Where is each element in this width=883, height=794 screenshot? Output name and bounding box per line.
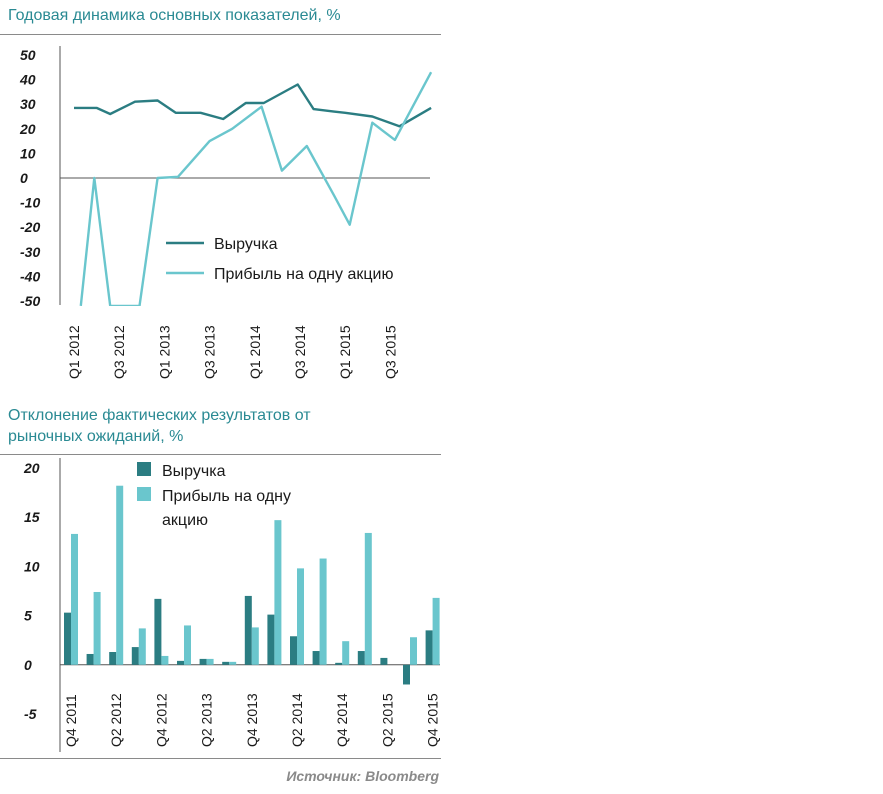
revenue-bar <box>380 657 388 665</box>
revenue-bar <box>86 653 94 665</box>
revenue-bar <box>335 662 343 665</box>
legend-label: Выручка <box>214 236 278 253</box>
x-tick-label: Q4 2013 <box>244 693 260 747</box>
y-tick-label: 10 <box>20 145 36 161</box>
eps-bar <box>206 658 214 665</box>
x-tick-label: Q2 2014 <box>289 693 305 747</box>
x-tick-label: Q4 2011 <box>63 694 79 747</box>
eps-bar <box>161 655 169 665</box>
legend-swatch <box>137 487 151 501</box>
eps-bar <box>71 533 78 665</box>
legend-label: Выручка <box>162 463 226 480</box>
x-tick-label: Q1 2013 <box>156 325 172 379</box>
legend-swatch <box>137 462 151 476</box>
x-tick-label: Q3 2013 <box>202 325 218 379</box>
y-tick-label: 20 <box>19 121 36 137</box>
x-tick-label: Q1 2015 <box>337 325 353 379</box>
x-tick-label: Q3 2014 <box>292 325 308 379</box>
source-note: Источник: Bloomberg <box>286 768 439 784</box>
x-tick-label: Q3 2012 <box>111 325 127 379</box>
revenue-bar <box>403 664 410 685</box>
eps-bar <box>229 661 237 665</box>
chart1-title: Годовая динамика основных показателей, % <box>8 7 341 24</box>
eps-bar <box>410 637 417 665</box>
revenue-bar <box>357 651 365 665</box>
y-tick-label: 50 <box>20 47 36 63</box>
y-tick-label: -20 <box>20 219 40 235</box>
legend-label: Прибыль на одну акцию <box>214 266 393 283</box>
x-tick-label: Q4 2015 <box>425 693 441 747</box>
eps-series <box>79 71 433 306</box>
revenue-bar <box>290 636 297 665</box>
eps-bar <box>364 532 372 665</box>
x-tick-label: Q1 2012 <box>66 325 82 379</box>
x-tick-label: Q1 2014 <box>247 325 263 379</box>
revenue-bar <box>109 652 117 665</box>
revenue-line <box>74 83 432 128</box>
eps-bar <box>297 568 304 665</box>
revenue-bar <box>177 660 184 665</box>
revenue-bar <box>199 658 207 665</box>
eps-bar <box>251 627 259 665</box>
x-tick-label: Q2 2012 <box>108 693 124 747</box>
y-tick-label: 15 <box>24 509 40 525</box>
y-tick-label: 20 <box>23 460 40 476</box>
y-tick-label: 5 <box>24 608 32 624</box>
x-tick-label: Q4 2012 <box>153 693 169 747</box>
revenue-bar <box>64 612 71 665</box>
legend-label: Прибыль на одну акцию <box>162 488 291 529</box>
eps-line <box>79 71 433 306</box>
eps-bar <box>184 625 191 665</box>
x-tick-label: Q3 2015 <box>382 325 398 379</box>
y-tick-label: 0 <box>24 657 32 673</box>
y-tick-label: 0 <box>20 170 28 186</box>
eps-bar <box>319 558 327 665</box>
eps-bar <box>116 485 124 665</box>
revenue-bar <box>154 598 162 665</box>
chart2-title: Отклонение фактических результатов от ры… <box>8 407 311 445</box>
x-tick-label: Q2 2015 <box>379 693 395 747</box>
revenue-bar <box>312 651 320 665</box>
y-tick-label: -5 <box>24 706 37 722</box>
eps-bar <box>342 641 350 665</box>
revenue-bar <box>425 630 433 665</box>
y-tick-label: 30 <box>20 96 36 112</box>
y-tick-label: -40 <box>20 268 40 284</box>
eps-bar <box>138 628 146 665</box>
eps-bar <box>93 591 101 665</box>
revenue-bar <box>267 614 275 665</box>
eps-bar <box>432 597 440 665</box>
line-chart: 50 40 30 20 10 0 -10 -20 -30 -40 -50 Q1 2012 Q3 2012… <box>19 46 433 379</box>
chart2-top-rule <box>0 454 441 455</box>
x-tick-label: Q4 2014 <box>334 693 350 747</box>
revenue-bar <box>131 647 139 665</box>
y-tick-label: 40 <box>19 72 36 88</box>
y-tick-label: -50 <box>20 293 40 309</box>
y-tick-label: -10 <box>20 195 40 211</box>
revenue-bar <box>222 661 230 665</box>
chart2-bottom-rule <box>0 758 441 759</box>
eps-bar <box>274 520 282 665</box>
x-tick-label: Q2 2013 <box>199 693 215 747</box>
y-tick-label: 10 <box>24 558 40 574</box>
revenue-series <box>74 83 432 128</box>
revenue-bar <box>244 595 252 665</box>
chart1-top-rule <box>0 34 441 35</box>
y-tick-label: -30 <box>20 244 40 260</box>
